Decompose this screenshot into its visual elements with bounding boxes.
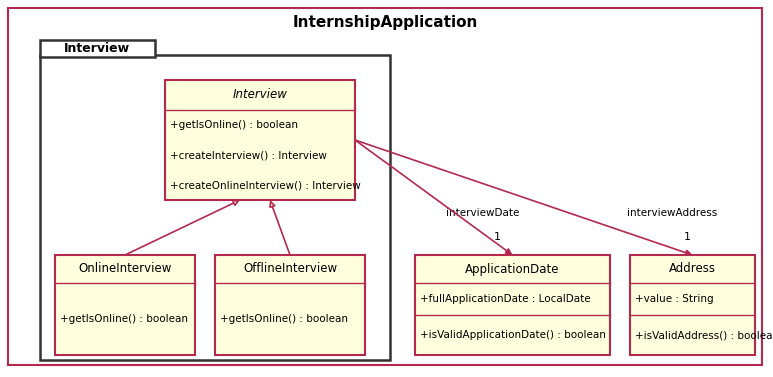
Text: +createOnlineInterview() : Interview: +createOnlineInterview() : Interview [170,180,361,190]
Bar [215,255,365,355]
Bar [415,255,610,355]
Text: +value : String: +value : String [635,294,713,304]
Text: OnlineInterview: OnlineInterview [78,262,172,276]
Text: +getIsOnline() : boolean: +getIsOnline() : boolean [170,120,298,130]
Text: interviewAddress: interviewAddress [628,208,717,218]
Bar [55,255,195,355]
Bar [40,55,390,360]
Text: Address: Address [669,262,716,276]
Text: interviewDate: interviewDate [446,208,519,218]
Text: Interview: Interview [233,89,288,101]
Text: +createInterview() : Interview: +createInterview() : Interview [170,150,327,160]
Bar [40,40,155,57]
Text: 1: 1 [494,232,501,242]
Text: InternshipApplication: InternshipApplication [292,14,478,29]
Text: ApplicationDate: ApplicationDate [465,262,560,276]
Text: 1: 1 [684,232,691,242]
Text: +getIsOnline() : boolean: +getIsOnline() : boolean [220,314,348,324]
Bar [630,255,755,355]
Text: OfflineInterview: OfflineInterview [243,262,337,276]
Bar [165,80,355,200]
Text: +getIsOnline() : boolean: +getIsOnline() : boolean [60,314,188,324]
Text: +fullApplicationDate : LocalDate: +fullApplicationDate : LocalDate [420,294,591,304]
Text: +isValidAddress() : boolean: +isValidAddress() : boolean [635,330,773,340]
Text: Interview: Interview [64,43,130,55]
Text: +isValidApplicationDate() : boolean: +isValidApplicationDate() : boolean [420,330,606,340]
